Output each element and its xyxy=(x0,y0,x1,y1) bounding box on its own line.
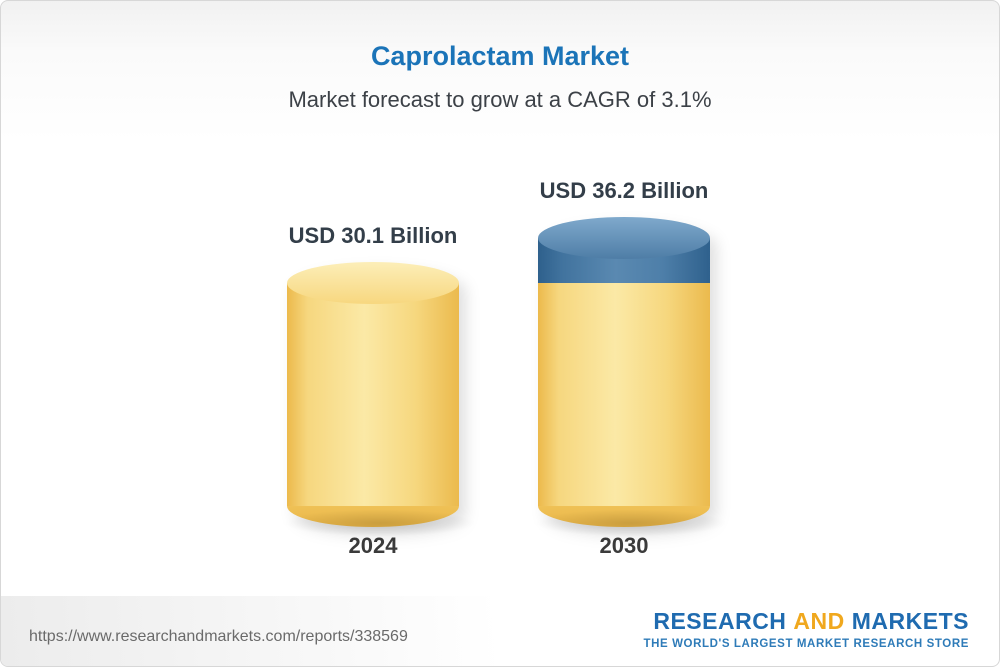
chart-subtitle: Market forecast to grow at a CAGR of 3.1… xyxy=(288,87,712,112)
brand-tagline: THE WORLD'S LARGEST MARKET RESEARCH STOR… xyxy=(643,638,969,650)
chart-title: Caprolactam Market xyxy=(370,41,630,71)
brand-word-and: AND xyxy=(793,608,845,634)
cylinder-ground-shadow xyxy=(273,508,487,538)
bar-group-2024: USD 30.1 Billion 2024 xyxy=(273,223,487,560)
bar-value-label-2030: USD 36.2 Billion xyxy=(539,178,709,203)
cylinder-top-cap xyxy=(287,262,459,304)
brand-word-research: RESEARCH xyxy=(653,608,787,634)
brand-word-markets: MARKETS xyxy=(851,608,969,634)
cylinder-ground-shadow xyxy=(524,508,738,538)
x-axis-label-2024: 2024 xyxy=(348,533,398,558)
cylinder-top-cap xyxy=(538,217,710,259)
bar-group-2030: USD 36.2 Billion 2030 xyxy=(524,178,738,560)
cylinder-segment-base xyxy=(287,283,459,506)
bar-value-label-2024: USD 30.1 Billion xyxy=(288,223,458,248)
report-url: https://www.researchandmarkets.com/repor… xyxy=(29,628,408,645)
x-axis-label-2030: 2030 xyxy=(599,533,649,558)
brand-logo: RESEARCH AND MARKETS THE WORLD'S LARGEST M… xyxy=(644,608,970,650)
cylinder-segment-base xyxy=(538,283,710,506)
cylinder-2030 xyxy=(524,217,738,538)
cylinder-2024 xyxy=(273,262,487,538)
brand-logo-wordmark: RESEARCH AND MARKETS xyxy=(644,608,970,635)
